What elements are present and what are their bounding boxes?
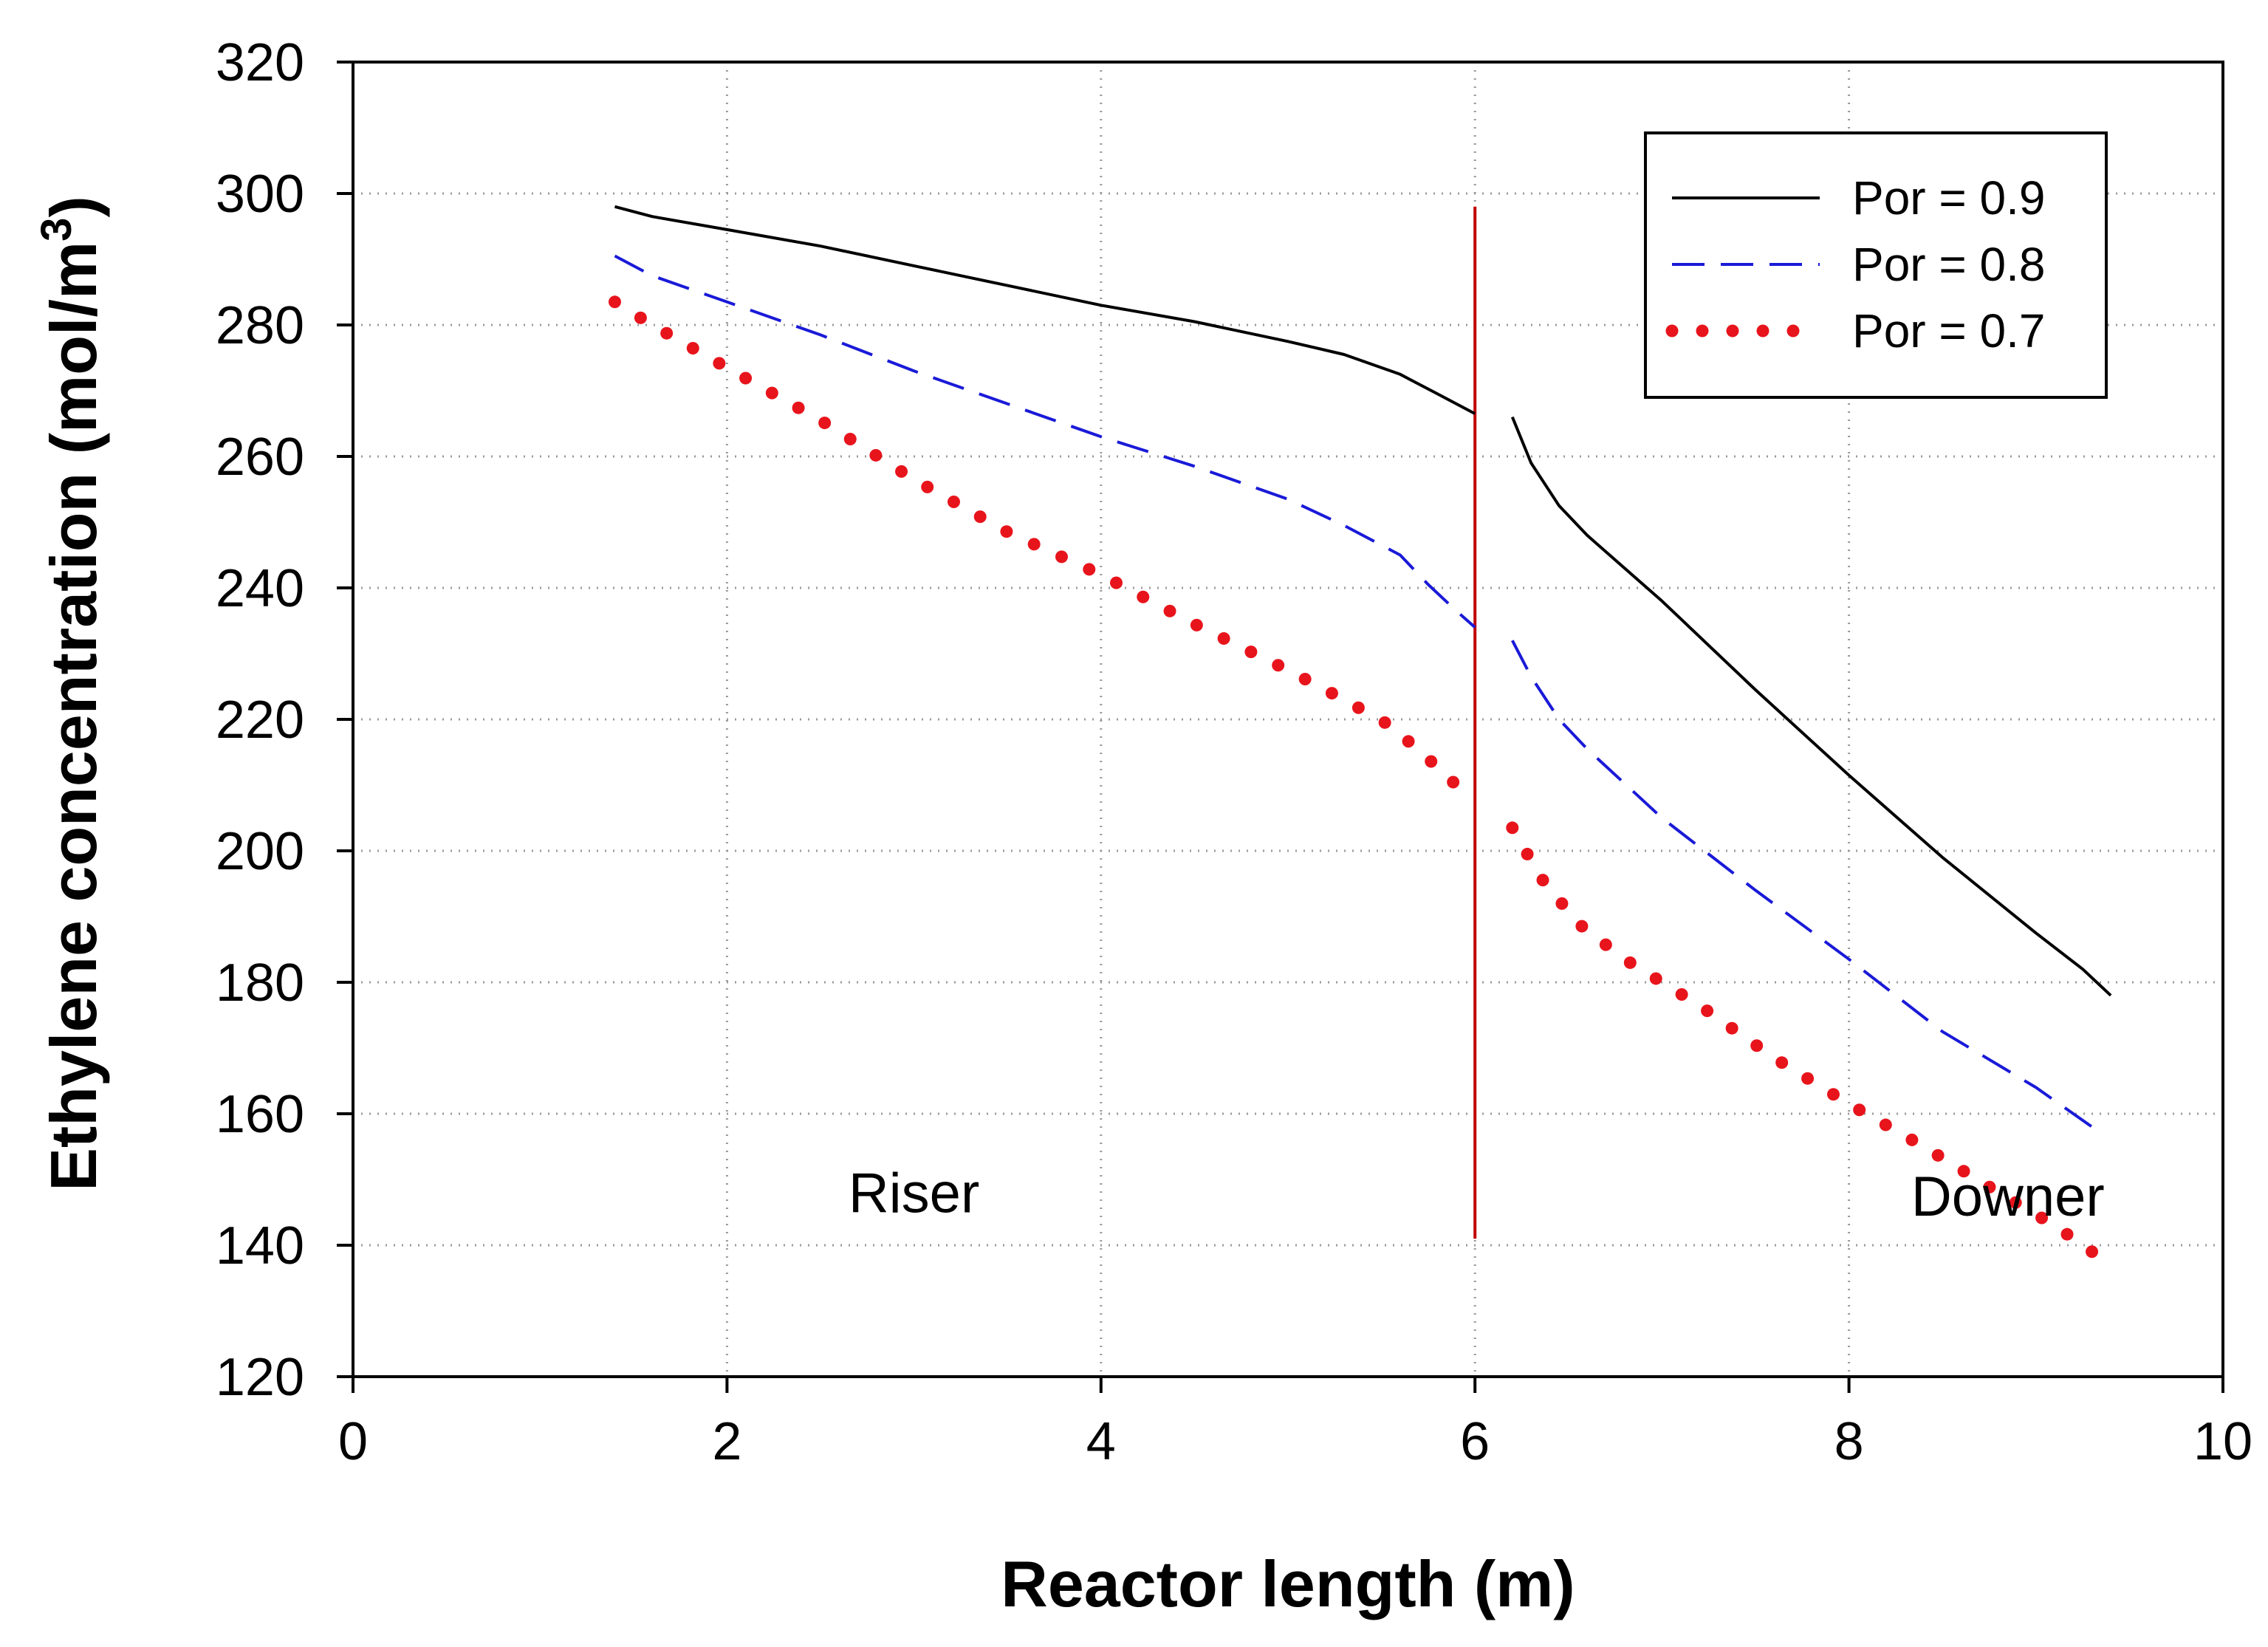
series-line-segment (614, 205, 1476, 415)
x-tick-label: 2 (712, 1412, 741, 1471)
y-axis-title: Ethylene concentration (mol/m3) (32, 196, 110, 1191)
annotations: Riser Downer (849, 1163, 2105, 1228)
region-label: Downer (1911, 1165, 2105, 1228)
y-tick-label: 280 (216, 296, 304, 355)
y-tick-label: 180 (216, 953, 304, 1013)
series-line-segment (1511, 640, 2103, 1135)
y-tick-label: 260 (216, 428, 304, 487)
y-axis-title-superscript: 3 (32, 218, 80, 242)
legend-label: Por = 0.9 (1852, 171, 2046, 225)
series-lines (609, 205, 2112, 1265)
series-1 (614, 205, 2112, 997)
x-tick-label: 0 (338, 1412, 368, 1471)
legend-label: Por = 0.8 (1852, 238, 2046, 291)
legend: Por = 0.9 Por = 0.8 Por = 0.7 (1644, 131, 2108, 399)
y-axis-title-main: Ethylene concentration (mol/m (37, 242, 110, 1191)
y-tick-label: 200 (216, 822, 304, 881)
series-line-segment (614, 254, 1476, 629)
series-line-segment (609, 295, 1463, 792)
y-tick-label: 240 (216, 559, 304, 618)
x-tick-label: 6 (1460, 1412, 1490, 1471)
y-tick-label: 140 (216, 1216, 304, 1276)
x-tick-label: 4 (1086, 1412, 1116, 1471)
x-tick-label: 8 (1834, 1412, 1864, 1471)
y-tick-label: 120 (216, 1348, 304, 1407)
x-axis-title: Reactor length (m) (1001, 1547, 1575, 1620)
y-axis-title-tail: ) (37, 196, 110, 217)
grid-lines (353, 62, 2223, 1377)
y-tick-label: 160 (216, 1085, 304, 1144)
series-line-segment (1510, 416, 2112, 997)
y-tick-label: 220 (216, 691, 304, 750)
region-label: Riser (849, 1163, 979, 1225)
series-3 (609, 295, 2108, 1265)
legend-label: Por = 0.7 (1852, 304, 2046, 357)
y-tick-label: 320 (216, 33, 304, 92)
axis-ticks: 0 2 4 6 8 10 120 140 160 180 200 220 240 260 280 300 320 (216, 33, 2252, 1471)
series-2 (614, 254, 2103, 1135)
series-line-segment (1506, 821, 2108, 1265)
x-tick-label: 10 (2193, 1412, 2252, 1471)
y-tick-label: 300 (216, 165, 304, 224)
